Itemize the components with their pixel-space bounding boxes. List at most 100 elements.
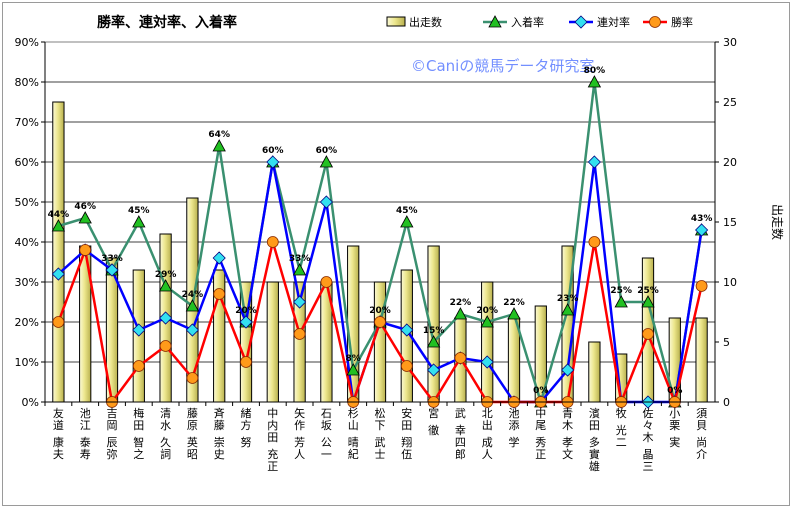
- x-tick-label: 須貝尚介: [696, 407, 707, 461]
- x-tick-label: 矢作芳人: [294, 406, 305, 461]
- data-point: [695, 280, 708, 292]
- data-point: [52, 316, 65, 328]
- y-tick-label: 80%: [15, 76, 39, 89]
- data-label: 23%: [557, 294, 579, 304]
- y2-tick-label: 30: [723, 36, 737, 49]
- data-point: [159, 340, 172, 352]
- data-labels: 44% 46% 33% 45% 29% 24% 64% 20% 60% 33% 60% 8% 20% 45…: [48, 66, 713, 396]
- data-point: [400, 323, 414, 337]
- data-point: [158, 279, 173, 292]
- watermark: ©Caniの競馬データ研究室: [411, 57, 594, 75]
- data-point: [560, 303, 575, 316]
- chart-title: 勝率、連対率、入着率: [97, 14, 237, 31]
- data-point: [132, 323, 146, 337]
- y-tick-label: 20%: [15, 316, 39, 329]
- data-label: 20%: [369, 306, 391, 316]
- y-tick-label: 40%: [15, 236, 39, 249]
- data-point: [649, 16, 661, 28]
- x-tick-label: 梅田智之: [133, 406, 144, 461]
- data-point: [427, 363, 441, 377]
- x-tick-label: 佐々木晶三: [643, 406, 654, 473]
- data-label: 29%: [155, 270, 177, 280]
- data-label: 43%: [691, 214, 713, 224]
- x-tick-label: 安田翔伍: [401, 406, 412, 461]
- x-tick-label: 中内田充正: [267, 407, 278, 473]
- legend-item: 出走数: [386, 15, 442, 29]
- x-tick-label: 武幸四郎: [455, 407, 466, 461]
- data-point: [426, 335, 441, 348]
- data-label: 25%: [610, 286, 632, 296]
- data-label: 45%: [396, 206, 418, 216]
- data-label: 22%: [450, 298, 472, 308]
- x-tick-label: 池添学: [509, 407, 520, 449]
- data-label: 0%: [667, 386, 682, 396]
- y-tick-label: 10%: [15, 356, 39, 369]
- data-label: 15%: [423, 326, 445, 336]
- y-tick-label: 30%: [15, 276, 39, 289]
- y2-tick-label: 25: [723, 96, 737, 109]
- y2-tick-label: 10: [723, 276, 737, 289]
- data-point: [587, 155, 601, 169]
- bar: [481, 281, 494, 403]
- bar: [52, 101, 65, 403]
- legend-label: 入着率: [511, 15, 544, 29]
- data-point: [488, 15, 502, 28]
- data-point: [480, 315, 494, 328]
- data-label: 24%: [182, 290, 204, 300]
- data-point: [561, 363, 575, 377]
- data-point: [240, 356, 252, 368]
- data-point: [454, 352, 467, 364]
- data-point: [51, 219, 66, 232]
- x-tick-label: 杉山晴紀: [348, 406, 359, 461]
- y-tick-label: 0%: [22, 396, 39, 409]
- data-point: [319, 195, 333, 209]
- legend-label: 連対率: [597, 15, 630, 29]
- legend-swatch: [386, 16, 406, 27]
- legend-label: 出走数: [409, 15, 442, 29]
- data-point: [374, 316, 386, 328]
- x-tick-label: 牧光二: [616, 406, 627, 449]
- data-point: [453, 307, 468, 320]
- chart: 勝率、連対率、入着率 ©Caniの競馬データ研究室 44% 46% 33% 45% 29…: [15, 14, 785, 473]
- data-label: 25%: [637, 286, 659, 296]
- data-point: [132, 215, 146, 228]
- data-point: [587, 75, 602, 88]
- data-point: [292, 263, 307, 276]
- bar: [373, 281, 387, 403]
- legend: 出走数 入着率 連対率 勝率: [386, 15, 693, 29]
- x-tick-label: 清水久詞: [160, 407, 171, 461]
- data-point: [346, 363, 360, 376]
- legend-label: 勝率: [671, 15, 693, 29]
- data-point: [320, 276, 333, 288]
- data-label: 20%: [476, 306, 498, 316]
- data-point: [588, 236, 601, 248]
- legend-item: 入着率: [483, 15, 544, 29]
- data-point: [266, 236, 279, 248]
- bar: [695, 317, 708, 403]
- data-label: 44%: [48, 210, 70, 220]
- data-point: [400, 215, 414, 228]
- x-tick-label: 中尾秀正: [535, 407, 546, 461]
- data-point: [212, 139, 226, 152]
- x-tick-label: 宮徹: [428, 406, 439, 437]
- data-point: [185, 323, 199, 337]
- data-point: [105, 263, 119, 277]
- data-point: [293, 295, 307, 309]
- x-tick-label: 濱田多實雄: [589, 406, 600, 473]
- data-point: [614, 295, 628, 308]
- data-point: [641, 295, 655, 308]
- data-point: [79, 244, 92, 256]
- data-label: 33%: [289, 254, 311, 264]
- data-point: [212, 251, 226, 265]
- x-tick-label: 池江泰寿: [80, 407, 91, 461]
- x-tick-label: 松下武士: [375, 406, 386, 461]
- y2-tick-label: 20: [723, 156, 737, 169]
- data-point: [293, 328, 306, 340]
- data-point: [159, 311, 173, 325]
- x-tick-label: 吉岡辰弥: [107, 407, 118, 461]
- data-point: [507, 307, 521, 320]
- bar: [588, 341, 601, 403]
- x-tick-label: 北出成人: [482, 407, 493, 461]
- x-tick-label: 友道康夫: [53, 406, 64, 461]
